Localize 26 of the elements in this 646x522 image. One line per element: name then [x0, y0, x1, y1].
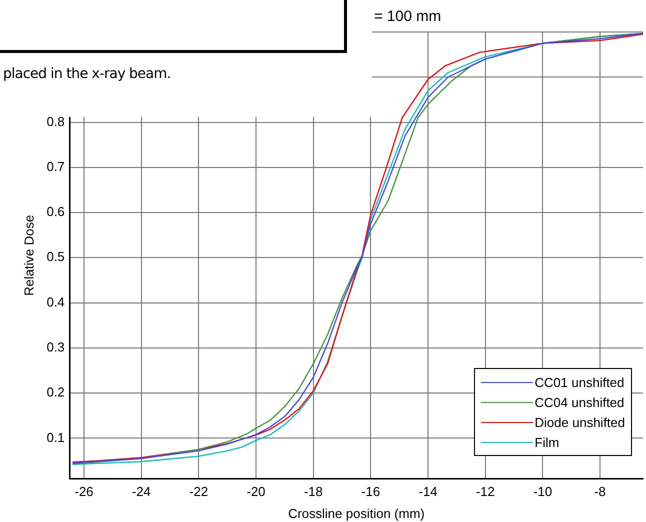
y-tick-label: 0.3 — [46, 339, 65, 354]
y-tick-label: 0.4 — [46, 294, 65, 310]
x-tick-label: -18 — [304, 484, 323, 500]
x-tick-label: -8 — [594, 484, 606, 500]
y-tick-label: 0.1 — [46, 430, 65, 445]
x-axis-title: Crossline position (mm) — [288, 506, 425, 521]
x-tick-label: -12 — [476, 484, 495, 500]
x-tick-label: -24 — [132, 484, 151, 500]
legend-label: Film — [534, 434, 560, 450]
legend-label: CC04 unshifted — [534, 394, 624, 410]
legend-label: CC01 unshifted — [534, 374, 624, 390]
x-tick-label: -20 — [246, 484, 266, 500]
y-tick-label: 0.7 — [46, 158, 65, 174]
text: = 100 mm — [374, 8, 442, 25]
y-tick-label: 0.6 — [46, 204, 65, 220]
x-tick-label: -22 — [189, 484, 208, 500]
x-tick-label: -26 — [74, 484, 94, 500]
y-axis-title: Relative Dose — [21, 214, 36, 296]
y-tick-label: 0.8 — [46, 114, 65, 129]
y-tick-label: 0.5 — [46, 249, 65, 264]
y-tick-label: 0.2 — [46, 384, 65, 400]
legend-label: Diode unshifted — [534, 414, 625, 430]
x-tick-label: -16 — [361, 484, 380, 500]
x-tick-label: -14 — [418, 484, 438, 500]
x-tick-label: -10 — [533, 484, 552, 500]
annotation: placed in the x-ray beam. — [3, 66, 171, 82]
